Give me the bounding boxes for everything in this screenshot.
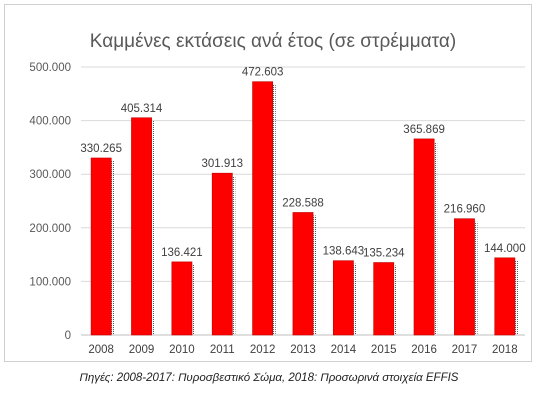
y-tick-label: 200.000 xyxy=(29,223,71,235)
y-tick-label: 0 xyxy=(65,330,71,342)
bar-2008 xyxy=(90,157,112,336)
bar-2018 xyxy=(494,257,516,336)
y-tick-label: 100.000 xyxy=(29,276,71,288)
bar-2017 xyxy=(454,218,475,336)
x-tick-label: 2012 xyxy=(250,344,276,356)
x-tick-label: 2009 xyxy=(129,344,155,356)
bar-2013 xyxy=(292,212,314,336)
data-label-2009: 405.314 xyxy=(121,103,163,115)
data-label-2014: 138.643 xyxy=(323,246,365,258)
data-label-2015: 135.234 xyxy=(363,248,405,260)
x-tick-label: 2017 xyxy=(452,344,478,356)
x-tick-label: 2010 xyxy=(169,344,195,356)
data-label-2013: 228.588 xyxy=(282,197,324,209)
x-tick-label: 2018 xyxy=(492,344,518,356)
data-label-2011: 301.913 xyxy=(201,158,243,170)
data-label-2008: 330.265 xyxy=(80,143,122,155)
x-tick-label: 2014 xyxy=(331,344,357,356)
bar-2011 xyxy=(211,172,233,336)
chart-title: Καμμένες εκτάσεις ανά έτος (σε στρέμματα… xyxy=(90,31,456,52)
bar-2016 xyxy=(413,138,435,336)
x-tick-label: 2011 xyxy=(210,344,235,356)
data-label-2016: 365.869 xyxy=(403,124,445,136)
x-tick-label: 2016 xyxy=(411,344,437,356)
x-tick-label: 2013 xyxy=(290,344,316,356)
y-tick-label: 400.000 xyxy=(29,116,71,128)
chart-frame: Καμμένες εκτάσεις ανά έτος (σε στρέμματα… xyxy=(4,4,532,362)
data-label-2012: 472.603 xyxy=(242,67,284,79)
x-tick-label: 2015 xyxy=(371,344,397,356)
y-tick-label: 300.000 xyxy=(29,169,71,181)
y-tick-label: 500.000 xyxy=(29,62,71,74)
data-label-2010: 136.421 xyxy=(161,247,203,259)
data-label-2017: 216.960 xyxy=(444,204,486,216)
bar-2010 xyxy=(171,261,193,336)
data-label-2018: 144.000 xyxy=(484,243,526,255)
source-note: Πηγές: 2008-2017: Πυροσβεστικό Σώμα, 201… xyxy=(79,372,459,384)
bar-2014 xyxy=(332,260,354,336)
bar-2009 xyxy=(131,117,152,336)
x-tick-label: 2008 xyxy=(88,344,114,356)
bar-2015 xyxy=(373,262,395,336)
bar-2012 xyxy=(252,81,274,336)
bar-chart: Καμμένες εκτάσεις ανά έτος (σε στρέμματα… xyxy=(29,31,526,356)
